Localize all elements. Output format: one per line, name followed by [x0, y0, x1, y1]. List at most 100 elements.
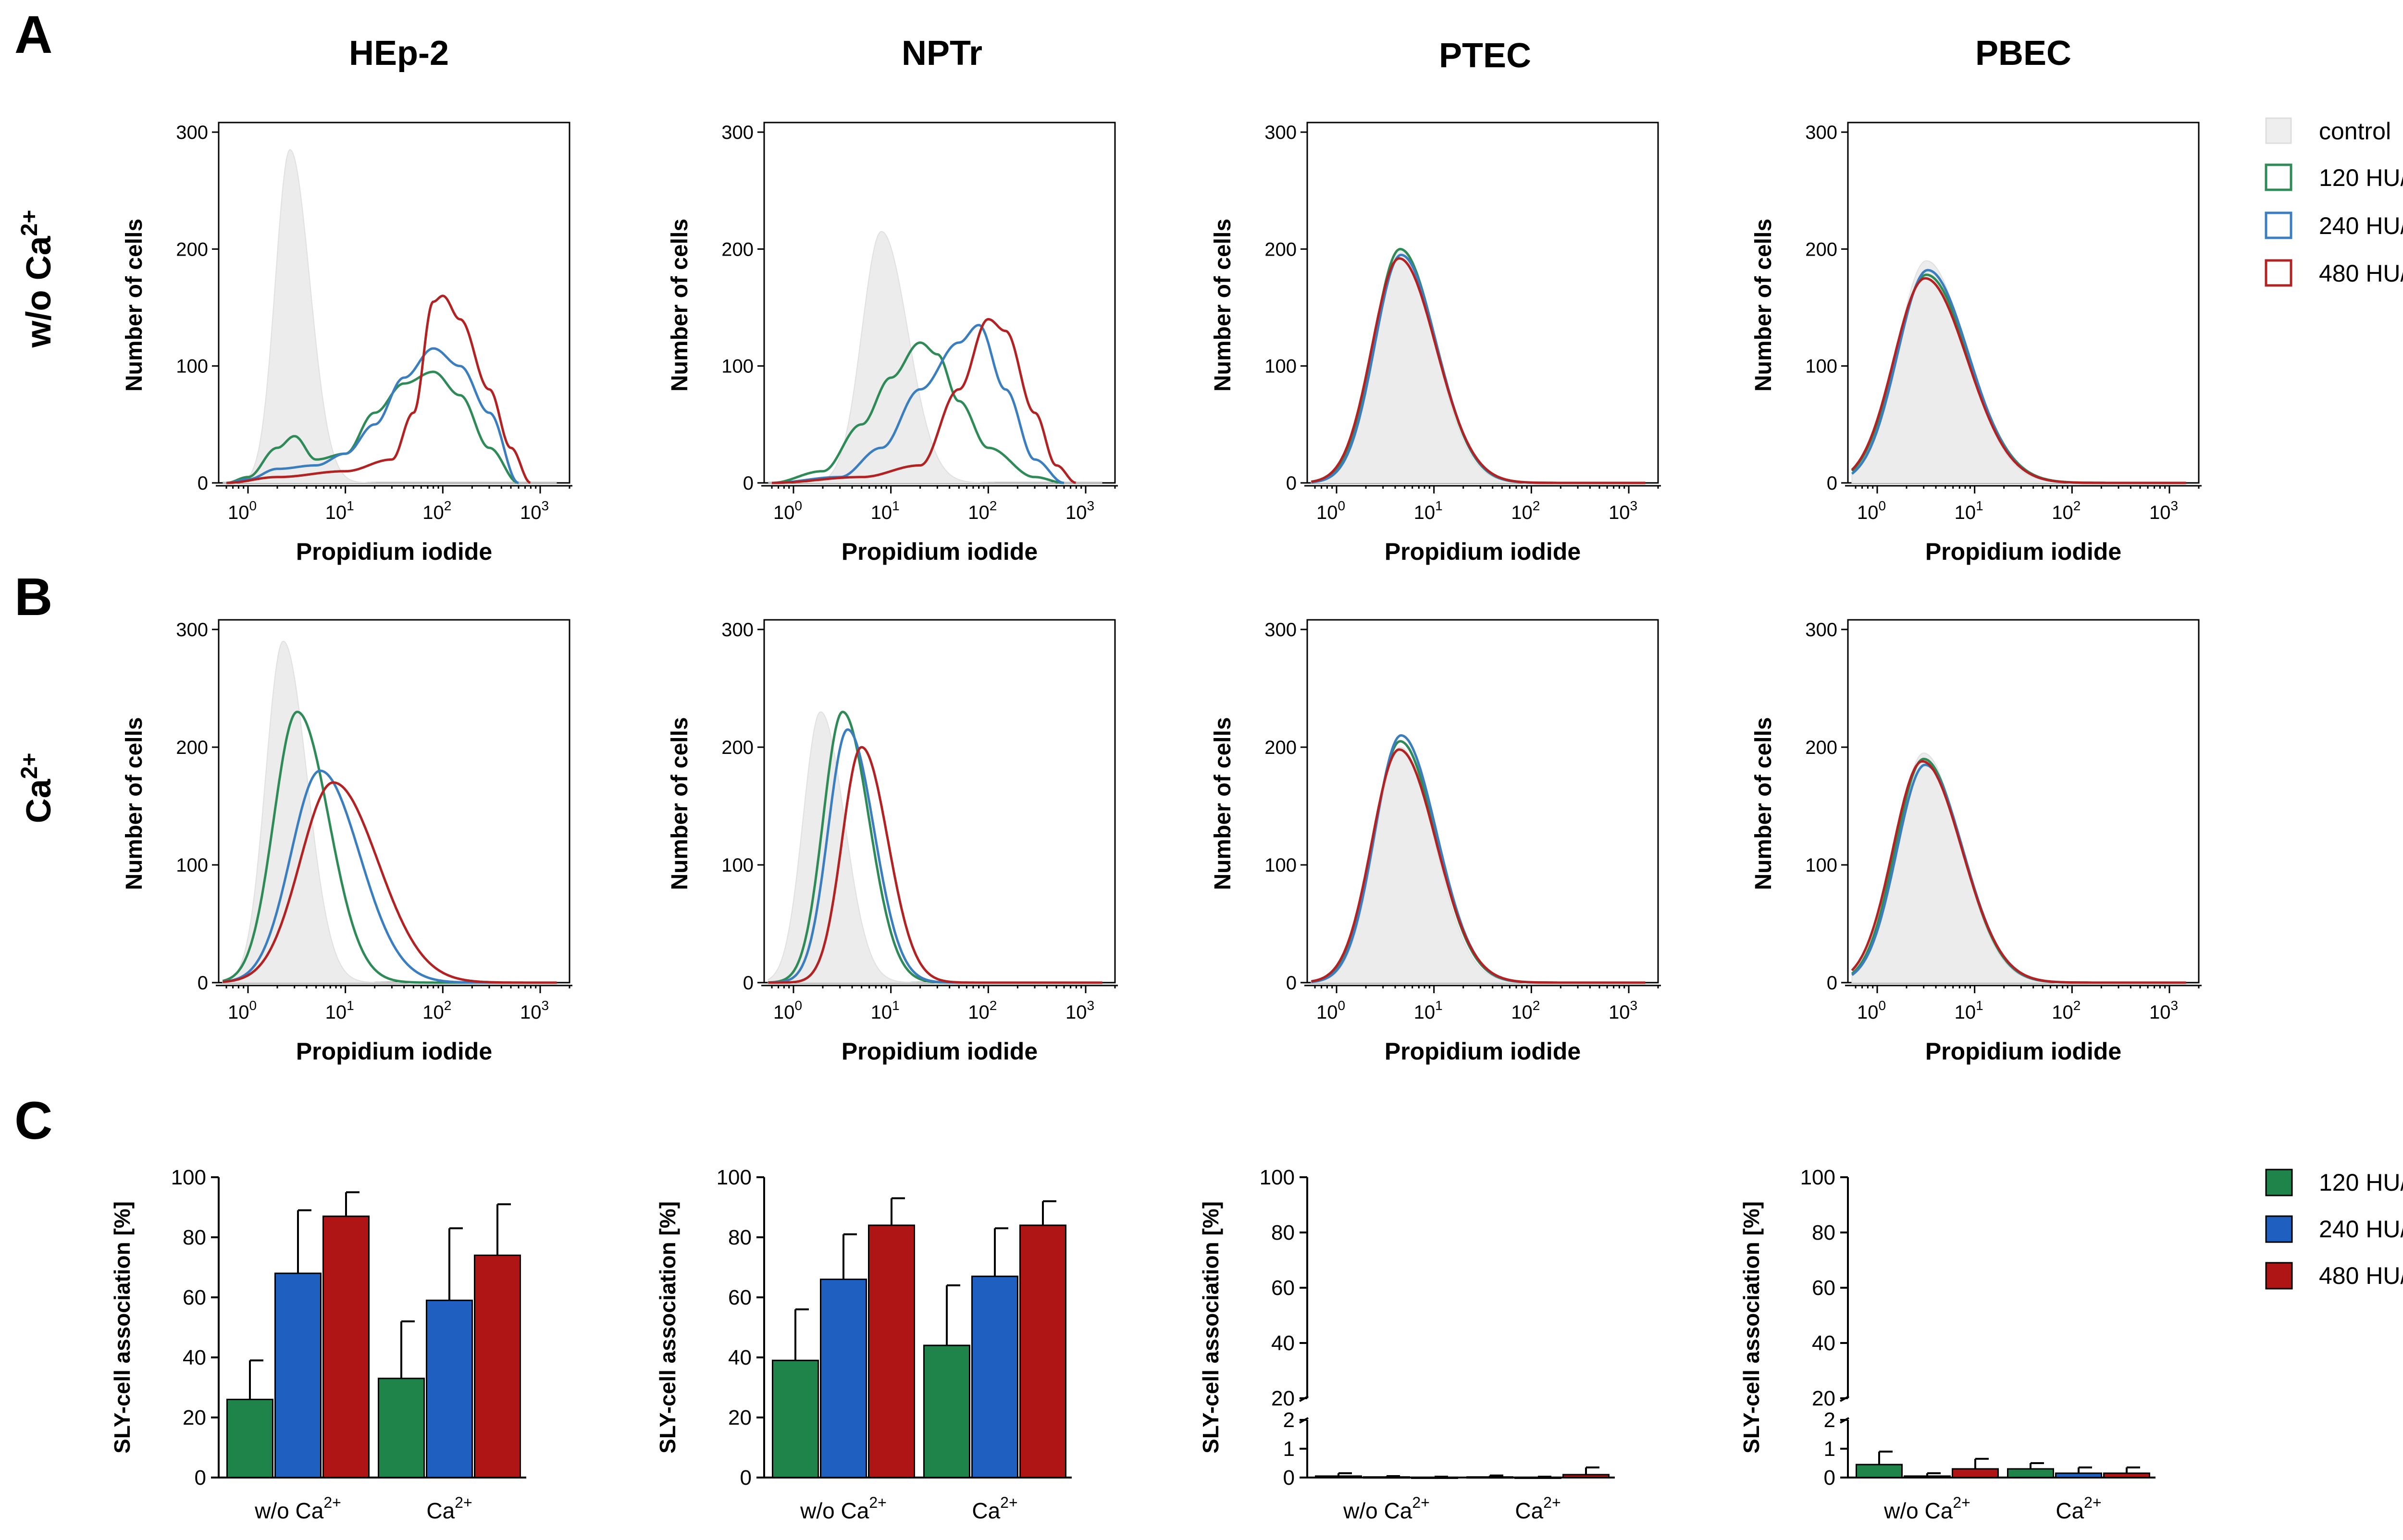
- x-tick-base: 10: [1316, 1002, 1338, 1023]
- x-tick-base: 10: [1511, 502, 1533, 523]
- axis-break-mark: [1840, 1395, 1849, 1402]
- x-tick-base: 10: [2052, 1002, 2073, 1023]
- y-tick-label: 100: [1264, 356, 1297, 377]
- histogram-area-control: [222, 641, 557, 983]
- bar-legend-label-480: 480 HU/ml rSLY: [2319, 1262, 2403, 1289]
- histogram-area-control: [1311, 248, 1646, 483]
- category-label-superscript: 2+: [455, 1494, 472, 1511]
- x-tick-base: 10: [871, 1002, 892, 1023]
- x-tick-exponent: 1: [1435, 998, 1443, 1013]
- bar-legend-swatch-240: [2265, 1215, 2293, 1243]
- x-tick-base: 10: [2052, 502, 2073, 523]
- x-tick-label: 102: [422, 498, 451, 523]
- category-label: Ca2+: [1515, 1494, 1561, 1523]
- x-tick-label: 101: [1955, 498, 1983, 523]
- y-tick-label: 300: [721, 122, 754, 143]
- y-tick-label: 200: [721, 737, 754, 758]
- x-tick-label: 102: [422, 998, 451, 1023]
- bar-120-ca: [1466, 1476, 1513, 1479]
- x-axis-label: Propidium iodide: [296, 1038, 492, 1065]
- bar-120-without-ca: [1856, 1464, 1903, 1478]
- y-tick-label: 0: [1283, 1466, 1295, 1490]
- histogram-line-480: [772, 318, 1076, 484]
- legend-swatch-480: [2265, 259, 2292, 287]
- x-tick-exponent: 0: [1338, 498, 1345, 513]
- x-tick-exponent: 2: [444, 998, 452, 1013]
- x-tick-exponent: 1: [1435, 498, 1443, 513]
- y-tick-label: 0: [1286, 473, 1297, 494]
- y-tick-label: 20: [1271, 1387, 1295, 1410]
- x-tick-base: 10: [968, 502, 990, 523]
- y-tick-label: 100: [1260, 1166, 1295, 1189]
- x-axis-label: Propidium iodide: [842, 1038, 1038, 1065]
- category-label-superscript: 2+: [1412, 1494, 1429, 1511]
- category-label: Ca2+: [2056, 1494, 2101, 1523]
- x-tick-exponent: 3: [1630, 498, 1637, 513]
- y-tick-label: 300: [721, 619, 754, 641]
- x-tick-exponent: 1: [1976, 998, 1983, 1013]
- x-tick-exponent: 3: [2170, 498, 2178, 513]
- y-tick-label: 0: [743, 973, 754, 994]
- x-tick-base: 10: [228, 502, 249, 523]
- x-tick-base: 10: [1414, 1002, 1436, 1023]
- x-tick-base: 10: [773, 502, 795, 523]
- category-label-text: w/o Ca: [1883, 1498, 1953, 1523]
- y-tick-label: 100: [1800, 1166, 1835, 1189]
- x-tick-label: 100: [773, 498, 802, 523]
- histogram-area-control: [1851, 260, 2186, 483]
- x-tick-label: 100: [1857, 998, 1886, 1023]
- x-tick-base: 10: [520, 502, 542, 523]
- bar-480-without-ca: [1952, 1468, 1999, 1478]
- bar-120-ca: [378, 1378, 425, 1478]
- x-tick-label: 100: [1316, 998, 1345, 1023]
- x-tick-label: 100: [1316, 498, 1345, 523]
- x-tick-label: 100: [773, 998, 802, 1023]
- x-axis-label: Propidium iodide: [1925, 1038, 2121, 1065]
- panel-label-c: C: [14, 1091, 52, 1150]
- column-title-ptec: PTEC: [1439, 37, 1531, 75]
- histogram-area-control: [1311, 746, 1646, 983]
- bar-480-ca: [2103, 1472, 2150, 1478]
- y-axis-label: SLY-cell association [%]: [1198, 1201, 1223, 1454]
- category-label-superscript: 2+: [869, 1494, 886, 1511]
- category-label-superscript: 2+: [1000, 1494, 1017, 1511]
- histogram-line-120: [772, 341, 1064, 484]
- x-tick-label: 101: [1414, 998, 1443, 1023]
- category-label: w/o Ca2+: [1883, 1494, 1970, 1523]
- y-tick-label: 40: [1812, 1331, 1835, 1355]
- legend-label-120: 120 HU/ml rSLY: [2319, 164, 2403, 191]
- panel-label-b: B: [14, 567, 52, 627]
- y-tick-label: 200: [1264, 239, 1297, 260]
- y-axis-label: Number of cells: [1210, 717, 1236, 890]
- column-title-nptr: NPTr: [902, 34, 982, 73]
- category-label: w/o Ca2+: [1343, 1494, 1430, 1523]
- axis-break-mark: [1299, 1395, 1309, 1402]
- column-title-pbec: PBEC: [1975, 34, 2071, 73]
- y-axis-label: Number of cells: [667, 219, 693, 392]
- x-axis-label: Propidium iodide: [1385, 538, 1581, 565]
- category-label-text: Ca: [1515, 1498, 1543, 1523]
- legend-label-240: 240 HU/ml rSLY: [2319, 212, 2403, 239]
- bar-120-ca: [923, 1344, 970, 1478]
- y-tick-label: 20: [183, 1406, 206, 1429]
- panel-label-a: A: [14, 5, 52, 64]
- histogram-area-control: [768, 231, 1102, 483]
- bar-240-without-ca: [1904, 1475, 1951, 1478]
- category-label-text: w/o Ca: [1343, 1498, 1412, 1523]
- y-tick-label: 0: [1286, 973, 1297, 994]
- x-tick-label: 102: [968, 498, 997, 523]
- x-tick-exponent: 0: [1878, 998, 1886, 1013]
- y-tick-label: 40: [728, 1346, 752, 1369]
- y-tick-label: 100: [721, 855, 754, 876]
- x-tick-label: 101: [325, 498, 354, 523]
- category-label: w/o Ca2+: [800, 1494, 887, 1523]
- axis-break-mark: [1299, 1417, 1309, 1424]
- x-tick-exponent: 0: [249, 498, 257, 513]
- bar-480-ca: [474, 1255, 521, 1478]
- category-label-superscript: 2+: [1953, 1494, 1970, 1511]
- legend-swatch-240: [2265, 211, 2292, 239]
